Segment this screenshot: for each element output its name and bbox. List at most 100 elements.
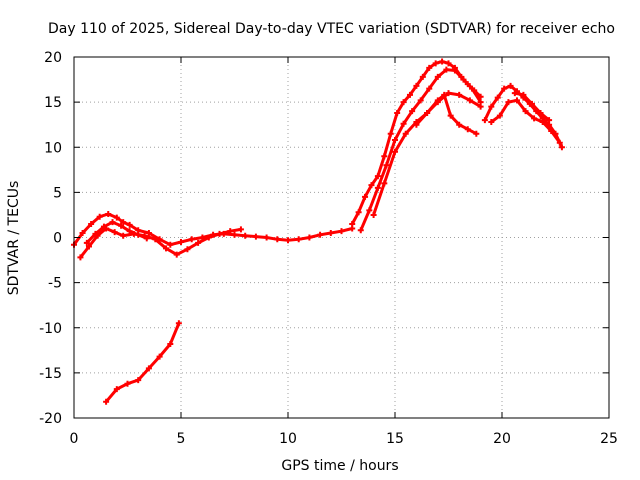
data-point [349, 220, 356, 227]
y-tick-label: -5 [48, 276, 62, 292]
data-point [135, 377, 142, 384]
x-axis-label: GPS time / hours [281, 458, 398, 474]
data-point [77, 254, 84, 261]
data-point [466, 97, 473, 104]
data-point [520, 91, 527, 98]
data-point [409, 108, 416, 115]
data-point [368, 182, 375, 189]
data-point [173, 251, 180, 258]
y-tick-label: -10 [39, 321, 62, 337]
data-point [85, 243, 92, 250]
data-point [539, 118, 546, 125]
data-point [481, 117, 488, 124]
y-tick-label: 5 [53, 185, 62, 201]
data-point [456, 91, 463, 98]
chart-title: Day 110 of 2025, Sidereal Day-to-day VTE… [48, 21, 615, 37]
data-point [167, 340, 174, 347]
data-point [400, 120, 407, 127]
data-point [88, 220, 95, 227]
y-tick-label: -15 [39, 366, 62, 382]
data-point [531, 115, 538, 122]
data-point [456, 121, 463, 128]
data-point [370, 211, 377, 218]
data-point [152, 236, 159, 243]
data-point [327, 229, 334, 236]
data-point [374, 173, 381, 180]
data-point [156, 353, 163, 360]
data-point [188, 236, 195, 243]
data-point [477, 103, 484, 110]
data-point [445, 90, 452, 97]
data-point [295, 236, 302, 243]
data-point [556, 139, 563, 146]
data-point [441, 91, 448, 98]
data-point [445, 60, 452, 67]
data-point [464, 126, 471, 133]
data-point [413, 82, 420, 89]
data-point [143, 235, 150, 242]
data-point [96, 213, 103, 220]
data-point [394, 109, 401, 116]
data-point [237, 226, 244, 233]
data-point [113, 214, 120, 221]
data-point [426, 85, 433, 92]
data-point [528, 100, 535, 107]
data-point [100, 223, 107, 230]
data-point [392, 148, 398, 155]
data-point [231, 231, 238, 238]
y-axis-label: SDTVAR / TECUs [6, 181, 22, 296]
data-point [103, 398, 110, 405]
data-point [113, 386, 120, 393]
data-point [513, 97, 520, 104]
data-point [195, 239, 202, 246]
data-point [443, 66, 450, 73]
data-point [439, 58, 446, 65]
data-point [263, 234, 270, 241]
data-point [426, 64, 433, 71]
data-point [392, 137, 398, 144]
data-point [79, 229, 86, 236]
data-point [406, 91, 413, 98]
x-tick-label: 20 [493, 431, 511, 447]
series-group [71, 58, 565, 405]
data-point [92, 230, 99, 237]
y-ticks: -20 -15 -10 -5 0 5 10 15 20 [39, 50, 609, 427]
data-point [124, 380, 131, 387]
data-point [419, 73, 426, 80]
data-point [387, 130, 394, 137]
data-point [252, 233, 259, 240]
data-point [120, 219, 127, 226]
data-point [83, 239, 90, 246]
data-point [178, 239, 184, 246]
data-point [135, 231, 142, 238]
data-point [400, 99, 407, 106]
data-point [381, 153, 388, 160]
data-point [338, 228, 345, 235]
x-ticks: 0 5 10 15 20 25 [70, 57, 618, 447]
data-point [118, 222, 125, 229]
data-point [424, 109, 431, 116]
data-point [501, 85, 508, 92]
data-point [362, 193, 369, 200]
data-point [537, 109, 544, 116]
data-point [145, 229, 152, 236]
data-point [163, 245, 170, 252]
data-point [126, 221, 133, 228]
data-point [496, 112, 503, 119]
x-tick-label: 15 [386, 431, 404, 447]
data-point [120, 232, 127, 239]
data-point [432, 60, 439, 67]
y-tick-label: 20 [44, 50, 62, 66]
data-point [434, 73, 441, 80]
data-point [167, 241, 174, 248]
data-point [109, 219, 116, 226]
data-point [242, 232, 249, 239]
data-point [145, 365, 152, 372]
data-point [488, 103, 495, 110]
x-tick-label: 0 [70, 431, 79, 447]
data-point [357, 227, 364, 234]
data-point [522, 108, 529, 115]
x-tick-label: 5 [177, 431, 186, 447]
data-point [317, 231, 324, 238]
